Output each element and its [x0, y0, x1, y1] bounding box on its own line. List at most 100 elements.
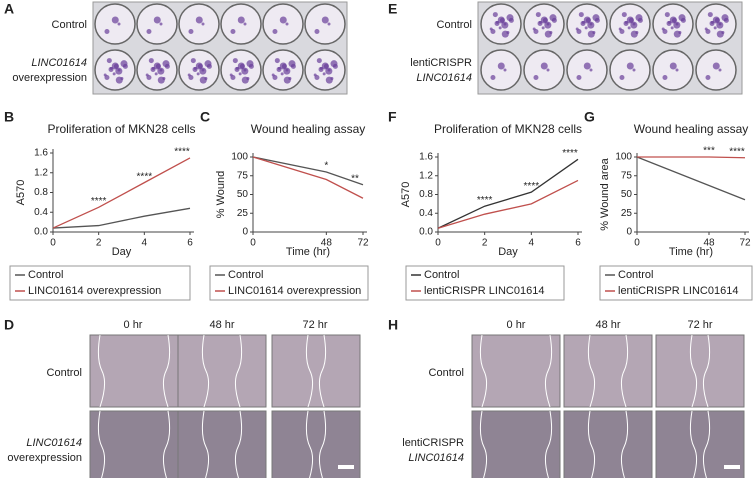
- x-tick-label: 0: [250, 238, 256, 249]
- column-label: 72 hr: [687, 319, 712, 331]
- colony: [285, 22, 289, 26]
- micrograph: [177, 410, 267, 478]
- colony: [187, 73, 191, 77]
- colony: [271, 73, 275, 77]
- row-label: lentiCRISPR: [410, 57, 472, 69]
- well: [220, 49, 262, 91]
- legend-box: [209, 265, 369, 301]
- well: [262, 3, 304, 45]
- colony: [575, 27, 579, 31]
- colony: [587, 21, 595, 29]
- colony: [532, 27, 536, 31]
- panel-letter: D: [4, 317, 14, 333]
- y-axis-label: A570: [400, 182, 412, 208]
- colony: [583, 62, 591, 70]
- scale-bar: [338, 465, 354, 469]
- column-label: 72 hr: [302, 319, 327, 331]
- colony: [630, 30, 638, 38]
- colony: [238, 72, 242, 76]
- colony: [283, 67, 291, 75]
- colony: [630, 21, 638, 29]
- wound-edge: [162, 334, 171, 408]
- colony: [713, 26, 717, 30]
- x-tick-label: 2: [96, 238, 102, 249]
- significance: ****: [174, 147, 190, 158]
- wound-edge: [587, 410, 596, 478]
- well: [609, 3, 651, 45]
- colony: [584, 26, 588, 30]
- wells: [94, 3, 346, 91]
- colony: [112, 72, 116, 76]
- wound-edge: [97, 410, 106, 478]
- well: [609, 49, 651, 91]
- colony: [281, 63, 287, 69]
- micrographs: [89, 334, 361, 478]
- well: [652, 3, 694, 45]
- colony: [319, 66, 323, 70]
- colony: [551, 17, 557, 23]
- colony: [503, 68, 507, 72]
- colony: [151, 66, 155, 70]
- panel-letter: A: [4, 1, 14, 17]
- colony: [546, 68, 550, 72]
- well: [566, 3, 608, 45]
- colony: [199, 76, 207, 84]
- row-label: LINC01614: [26, 437, 82, 449]
- wound-edge: [587, 334, 596, 408]
- chart-title: Wound healing assay: [634, 122, 749, 136]
- significance: ****: [91, 196, 107, 207]
- x-tick-label: 48: [321, 238, 333, 249]
- colony: [314, 29, 320, 35]
- colony: [535, 12, 541, 18]
- colony: [157, 67, 165, 75]
- colony: [664, 12, 670, 18]
- micrograph: [563, 410, 653, 478]
- colony: [272, 29, 278, 35]
- significance: ****: [137, 171, 153, 182]
- x-tick-label: 48: [703, 238, 715, 249]
- colony: [589, 68, 593, 72]
- colony: [201, 22, 205, 26]
- colony: [585, 17, 591, 23]
- colony: [714, 17, 720, 23]
- colony: [489, 27, 493, 31]
- colony: [115, 67, 123, 75]
- colony: [670, 26, 674, 30]
- legend-label: lentiCRISPR LINC01614: [424, 285, 544, 297]
- wound-edge: [201, 334, 210, 408]
- colony: [680, 17, 686, 23]
- well: [304, 49, 346, 91]
- panel-letter: C: [200, 109, 210, 125]
- wound-edge: [305, 334, 314, 408]
- y-tick-label: 25: [621, 208, 633, 219]
- wound-edge: [544, 334, 553, 408]
- scale-bar: [724, 465, 740, 469]
- colony: [283, 76, 291, 84]
- colony: [274, 58, 280, 64]
- y-axis-label: A570: [15, 180, 27, 206]
- colony: [581, 20, 585, 24]
- legend-label: LINC01614 overexpression: [28, 285, 161, 297]
- colony: [704, 27, 708, 31]
- colony: [146, 29, 152, 35]
- colony: [542, 17, 548, 23]
- colony: [712, 62, 720, 70]
- colony: [323, 63, 329, 69]
- well: [652, 49, 694, 91]
- wound-edge: [97, 334, 106, 408]
- chart-title: Wound healing assay: [251, 122, 366, 136]
- well: [304, 3, 346, 45]
- legend-label: lentiCRISPR LINC01614: [618, 285, 738, 297]
- row-label: Control: [47, 367, 82, 379]
- x-tick-label: 0: [634, 238, 640, 249]
- y-tick-label: 0.0: [34, 227, 48, 238]
- colony: [705, 75, 711, 81]
- colony: [313, 73, 317, 77]
- micrograph: [471, 334, 561, 408]
- colony: [628, 17, 634, 23]
- well: [136, 49, 178, 91]
- legend-label: LINC01614 overexpression: [228, 285, 361, 297]
- y-tick-label: 0.8: [34, 187, 48, 198]
- wound-edge: [305, 410, 314, 478]
